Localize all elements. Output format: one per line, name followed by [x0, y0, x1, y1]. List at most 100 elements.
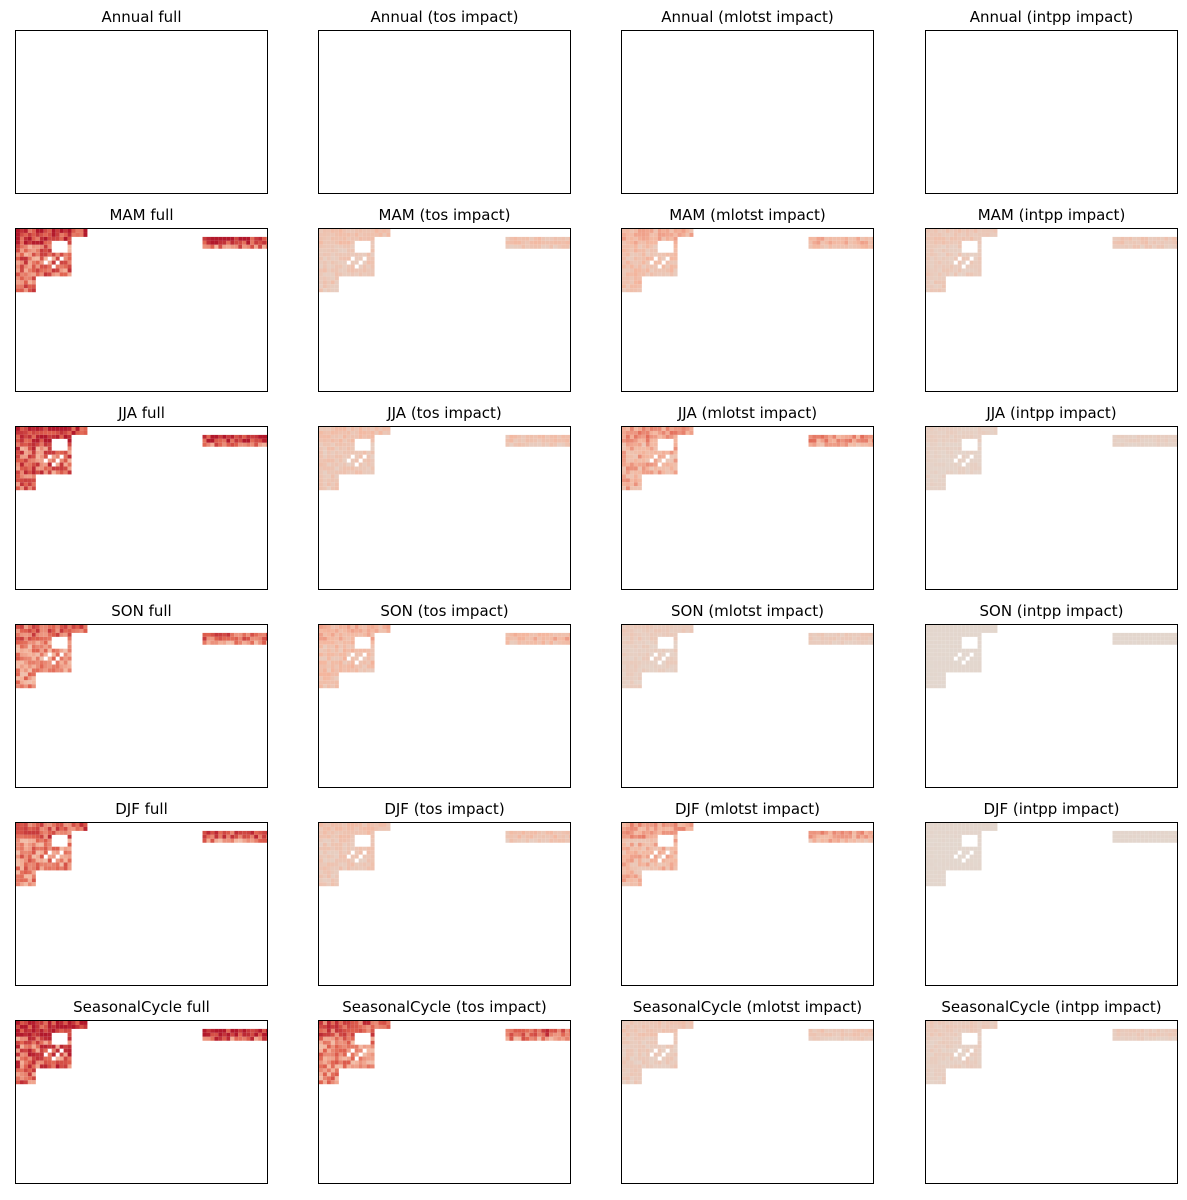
heatmap-cell [625, 668, 630, 673]
heatmap-cell [1120, 1036, 1125, 1041]
heatmap-cell [641, 470, 646, 475]
heatmap-cell [1124, 838, 1129, 843]
heatmap-cell [16, 1064, 20, 1069]
heatmap-cell [649, 462, 654, 467]
heatmap-cell [63, 866, 68, 871]
heatmap-cell [23, 260, 28, 265]
heatmap-cell [933, 1044, 938, 1049]
heatmap-cell [633, 652, 638, 657]
panel-title: DJF (tos impact) [384, 800, 505, 818]
heatmap-cell [937, 482, 942, 487]
heatmap-cell [334, 1068, 339, 1073]
heatmap-cell [961, 1028, 966, 1033]
heatmap-cell [625, 232, 630, 237]
heatmap-cell [55, 1060, 60, 1065]
heatmap-cell [342, 826, 347, 831]
heatmap-cell [661, 628, 666, 633]
heatmap-cell [350, 1064, 355, 1069]
heatmap-cell [649, 830, 654, 835]
heatmap-cell [19, 240, 24, 245]
heatmap-cell [673, 430, 678, 435]
heatmap-cell [812, 834, 817, 839]
heatmap-cell [51, 866, 56, 871]
heatmap-cell [358, 462, 363, 467]
heatmap-cell [246, 838, 251, 843]
heatmap-cell [35, 1021, 40, 1025]
heatmap-cell [641, 1056, 646, 1061]
heatmap-cell [557, 640, 562, 645]
heatmap-cell [35, 1044, 40, 1049]
heatmap-cell [812, 244, 817, 249]
heatmap-cell [941, 482, 946, 487]
heatmap-cell [953, 846, 958, 851]
heatmap-cell [933, 680, 938, 685]
heatmap-cell [230, 834, 235, 839]
heatmap-cell [941, 478, 946, 483]
heatmap-cell [953, 838, 958, 843]
heatmap-cell [1172, 1036, 1177, 1041]
heatmap-cell [366, 1044, 371, 1049]
heatmap-cell [1160, 838, 1165, 843]
heatmap-cell [637, 1040, 642, 1045]
heatmap-cell [533, 1032, 538, 1037]
heatmap-cell [569, 240, 570, 245]
heatmap-cell [637, 482, 642, 487]
heatmap-cell [622, 232, 626, 237]
heatmap-cell [16, 858, 20, 863]
heatmap-cell [43, 823, 48, 827]
heatmap-cell [812, 632, 817, 637]
heatmap-cell [262, 830, 267, 835]
heatmap-cell [965, 430, 970, 435]
heatmap-cell [16, 1080, 20, 1085]
heatmap-cell [657, 1064, 662, 1069]
heatmap-cell [47, 854, 52, 859]
heatmap-cell [366, 232, 371, 237]
heatmap-cell [808, 1028, 813, 1033]
heatmap-cell [629, 478, 634, 483]
heatmap-cell [848, 1036, 853, 1041]
heatmap-cell [67, 438, 72, 443]
heatmap-cell [622, 660, 626, 665]
heatmap-cell [35, 644, 40, 649]
heatmap-cell [525, 438, 530, 443]
heatmap-cell [27, 454, 32, 459]
heatmap-cell [653, 838, 658, 843]
heatmap-cell [1148, 838, 1153, 843]
heatmap-cell [31, 272, 36, 277]
heatmap-cell [649, 1056, 654, 1061]
heatmap-cell [238, 240, 243, 245]
heatmap-cell [67, 640, 72, 645]
heatmap-cell [338, 830, 343, 835]
heatmap-cell [505, 838, 510, 843]
heatmap-cell [965, 256, 970, 261]
heatmap-cell [957, 842, 962, 847]
heatmap-cell [19, 244, 24, 249]
heatmap-cell [637, 625, 642, 629]
heatmap-cell [629, 850, 634, 855]
heatmap-cell [985, 823, 990, 827]
heatmap-cell [19, 866, 24, 871]
heatmap-cell [338, 1044, 343, 1049]
heatmap-cell [929, 834, 934, 839]
heatmap-cell [669, 823, 674, 827]
heatmap-cell [641, 244, 646, 249]
heatmap-cell [537, 1032, 542, 1037]
heatmap-cell [370, 632, 375, 637]
heatmap-cell [681, 823, 686, 827]
heatmap-cell [852, 434, 857, 439]
heatmap-cell [350, 244, 355, 249]
heatmap-cell [322, 640, 327, 645]
heatmap-cell [330, 1056, 335, 1061]
heatmap-cell [326, 1048, 331, 1053]
heatmap-cell [338, 268, 343, 273]
heatmap-cell [43, 1044, 48, 1049]
heatmap-cell [1172, 1028, 1177, 1033]
heatmap-cell [637, 454, 642, 459]
heatmap-cell [322, 450, 327, 455]
heatmap-cell [856, 838, 861, 843]
heatmap-cell [342, 264, 347, 269]
heatmap-cell [653, 862, 658, 867]
heatmap-cell [35, 466, 40, 471]
heatmap-cell [31, 850, 36, 855]
heatmap-cell [926, 648, 930, 653]
